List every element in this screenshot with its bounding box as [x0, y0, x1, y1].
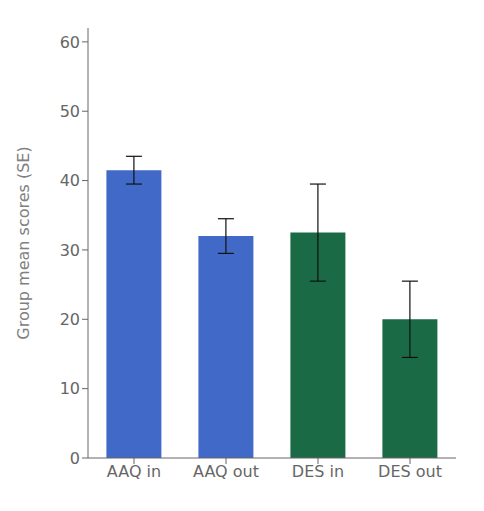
svg-text:DES in: DES in [292, 462, 344, 481]
svg-text:AAQ in: AAQ in [107, 462, 161, 481]
svg-text:DES out: DES out [378, 462, 442, 481]
svg-text:30: 30 [60, 241, 80, 260]
svg-text:AAQ out: AAQ out [193, 462, 259, 481]
svg-text:20: 20 [60, 310, 80, 329]
svg-text:40: 40 [60, 171, 80, 190]
svg-text:50: 50 [60, 102, 80, 121]
svg-text:60: 60 [60, 33, 80, 52]
svg-text:0: 0 [70, 449, 80, 468]
svg-text:Group mean scores (SE): Group mean scores (SE) [14, 146, 33, 339]
svg-text:10: 10 [60, 379, 80, 398]
